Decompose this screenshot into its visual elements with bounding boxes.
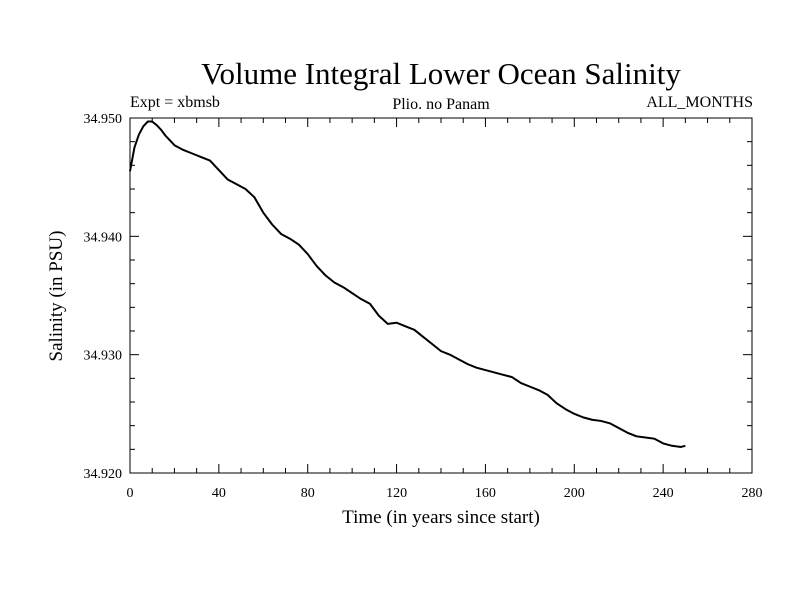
run-label: Plio. no Panam [392,96,490,113]
y-axis-label: Salinity (in PSU) [46,231,67,362]
x-tick-label: 80 [301,486,315,501]
x-tick-label: 120 [386,486,407,501]
axis-ticks [129,117,753,474]
chart-title: Volume Integral Lower Ocean Salinity [201,56,681,91]
axis-tick-labels: 0 40 80 120 160 200 240 280 34.920 34.930 34.940 34… [84,112,763,501]
y-tick-label: 34.940 [84,230,123,245]
y-tick-label: 34.950 [84,112,123,127]
x-tick-label: 280 [742,486,763,501]
x-tick-label: 160 [475,486,496,501]
salinity-series-line [129,120,686,448]
x-tick-label: 240 [653,486,674,501]
x-tick-label: 0 [127,486,134,501]
experiment-label: Expt = xbmsb [130,94,220,111]
x-tick-label: 40 [212,486,226,501]
y-tick-label: 34.920 [84,467,123,482]
y-tick-label: 34.930 [84,349,123,364]
months-label: ALL_MONTHS [646,94,753,111]
plot-frame [129,117,753,474]
x-axis-label: Time (in years since start) [342,507,540,528]
x-tick-label: 200 [564,486,585,501]
